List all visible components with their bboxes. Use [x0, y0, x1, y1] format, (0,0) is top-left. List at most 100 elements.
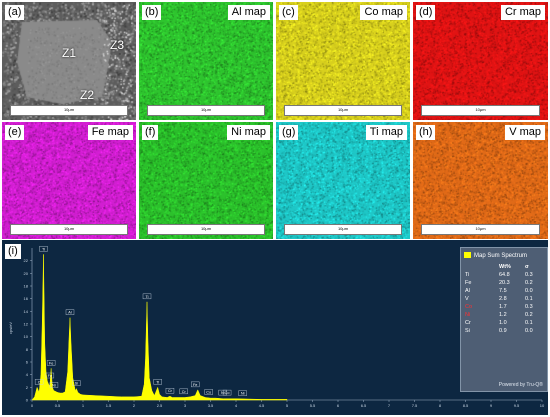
peak-label-box: [49, 382, 59, 388]
y-tick-label: 0: [26, 398, 29, 403]
legend-swatch: [464, 252, 471, 258]
map-title-g: Ti map: [365, 125, 407, 140]
sigma-cell: 0.2: [525, 280, 533, 286]
elemental-map-texture: [139, 122, 273, 239]
panel-label-e: (e): [5, 125, 25, 140]
scale-bar: 10μm: [421, 105, 540, 116]
sem-micrograph: [2, 2, 136, 120]
table-row: Fe 20.3 0.2: [463, 279, 535, 287]
scale-bar: 10μm: [421, 224, 540, 235]
peak-label-box: [179, 388, 188, 395]
peak-label-box: [142, 293, 152, 300]
zone-label-z2: Z2: [80, 88, 95, 102]
peak-label-box: [45, 372, 55, 379]
peak-label-box: [190, 381, 200, 388]
peak-label-box: [34, 379, 44, 385]
zone-label-z3: Z3: [110, 38, 125, 52]
powered-by-label: Powered by Tru-Q®: [498, 382, 543, 388]
peak-label: Fe: [193, 383, 197, 387]
table-row: Co 1.7 0.3: [463, 303, 535, 311]
elemental-map-texture: [2, 122, 136, 239]
panel-g-ti-map: (g) Ti map 10μm: [276, 122, 410, 239]
elemental-map-texture: [413, 2, 548, 120]
x-tick-label: 2: [133, 403, 136, 408]
map-title-e: Fe map: [87, 125, 133, 140]
peak-label: Ti: [156, 380, 159, 384]
quantification-table: Map Sum Spectrum Wt% σ Ti 64.8 0.3 Fe 20.3 0.…: [460, 247, 548, 392]
peak-label: Ti: [145, 295, 148, 299]
table-row: Al 7.5 0.0: [463, 287, 535, 295]
x-tick-label: 6: [337, 403, 340, 408]
spectrum-plot: 0 2 4 6 8 10 12 14 16 18 20 22 cps/eV 0 0.5 1 1.5 2 2.5 3 3.…: [8, 246, 545, 408]
elemental-map-texture: [276, 122, 410, 239]
peak-label: Co: [225, 391, 230, 395]
wt-cell: 1.7: [499, 304, 507, 310]
eds-spectrum-panel: 0 2 4 6 8 10 12 14 16 18 20 22 cps/eV 0 0.5 1 1.5 2 2.5 3 3.…: [2, 240, 548, 415]
y-tick-label: 2: [26, 385, 29, 390]
panel-a-sem-image: (a) Z1 Z2 Z3 10μm: [2, 2, 136, 120]
panel-label-g: (g): [279, 125, 299, 140]
panel-f-ni-map: (f) Ni map 10μm: [139, 122, 273, 239]
y-tick-label: 10: [24, 334, 29, 339]
panel-label-i: (i): [5, 244, 21, 259]
element-cell: Si: [465, 328, 470, 334]
legend-title: Map Sum Spectrum: [474, 252, 528, 259]
scale-bar: 10μm: [10, 105, 128, 116]
table-row: Cr 1.0 0.1: [463, 319, 535, 327]
y-axis-label: cps/eV: [8, 322, 13, 335]
map-title-c: Co map: [360, 5, 407, 20]
peak-label-box: [165, 387, 175, 394]
peak-label-box: [238, 390, 247, 396]
wt-cell: 0.9: [499, 328, 507, 334]
y-tick-label: 6: [26, 360, 29, 365]
element-cell: Al: [465, 288, 470, 294]
peak-label: Ni: [241, 392, 245, 396]
wt-cell: 20.3: [499, 280, 510, 286]
y-tick-label: 14: [24, 309, 29, 314]
peak-label-box: [46, 360, 56, 366]
elemental-map-texture: [139, 2, 273, 120]
panel-e-fe-map: (e) Fe map 10μm: [2, 122, 136, 239]
x-tick-label: 3: [184, 403, 187, 408]
peak-label-box: [65, 309, 75, 315]
col-sigma: σ: [525, 264, 529, 270]
map-title-f: Ni map: [227, 125, 270, 140]
x-tick-label: 4: [235, 403, 238, 408]
x-tick-label: 1.5: [106, 403, 112, 408]
y-tick-label: 12: [24, 322, 29, 327]
x-tick-label: 10: [540, 403, 545, 408]
y-tick-label: 4: [26, 372, 29, 377]
map-title-h: V map: [505, 125, 545, 140]
x-tick-label: 7.5: [412, 403, 418, 408]
y-tick-label: 8: [26, 347, 29, 352]
panel-d-cr-map: (d) Cr map 10μm: [413, 2, 548, 120]
sigma-cell: 0.0: [525, 328, 533, 334]
x-tick-label: 9.5: [514, 403, 520, 408]
sigma-cell: 0.2: [525, 312, 533, 318]
scale-bar: 10μm: [284, 224, 402, 235]
peak-label: Ti: [42, 247, 45, 251]
peak-label-box: [153, 379, 162, 385]
sigma-cell: 0.0: [525, 288, 533, 294]
panel-h-v-map: (h) V map 10μm: [413, 122, 548, 239]
sigma-cell: 0.3: [525, 272, 533, 278]
x-tick-label: 7: [388, 403, 391, 408]
x-tick-label: 0.5: [55, 403, 61, 408]
peak-label-box: [72, 380, 81, 386]
peak-label: Ni: [52, 384, 56, 388]
x-tick-label: 8: [439, 403, 442, 408]
element-cell: Co: [465, 304, 473, 310]
wt-cell: 64.8: [499, 272, 510, 278]
wt-cell: 1.2: [499, 312, 507, 318]
table-row: V 2.8 0.1: [463, 295, 535, 303]
y-tick-label: 22: [24, 258, 29, 263]
x-tick-label: 9: [490, 403, 493, 408]
element-cell: Ti: [465, 272, 470, 278]
y-tick-label: 16: [24, 296, 29, 301]
panel-label-h: (h): [416, 125, 436, 140]
peak-label: Fe: [48, 374, 52, 378]
table-row: Ti 64.8 0.3: [463, 271, 535, 279]
panel-label-d: (d): [416, 5, 436, 20]
element-cell: Ni: [465, 312, 471, 318]
col-wt: Wt%: [499, 264, 511, 270]
